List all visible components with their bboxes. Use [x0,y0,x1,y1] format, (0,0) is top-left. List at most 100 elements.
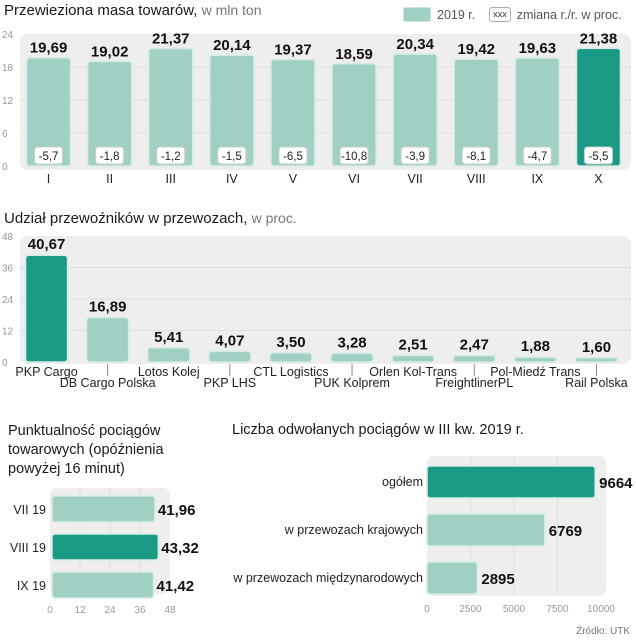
source-note: Źródło: UTK [576,626,630,637]
chart-masa-bar [575,47,622,167]
chart-masa-value-label: 19,63 [519,40,557,57]
chart-udzial-title-unit: w proc. [251,210,297,226]
chart-masa-xtick: II [106,172,113,186]
chart-masa-change-label: -4,7 [527,151,547,163]
chart-masa-value-label: 21,37 [152,30,190,47]
chart-masa-bar [453,58,499,167]
chart-udzial-bar [574,357,619,363]
chart-masa-value-label: 19,37 [274,41,312,58]
chart-udzial-xtick: Lotos Kolej [138,365,200,379]
chart-udzial-bar [330,352,374,363]
chart-punktualnosc-value-label: 41,42 [157,578,195,595]
chart-masa-change-label: -1,8 [100,151,120,163]
chart-masa-change-box [156,146,186,165]
chart-udzial-xtick: PKP Cargo [15,365,77,379]
chart-masa-change-label: -6,5 [283,151,303,163]
chart-udzial-bar [391,354,435,363]
chart-udzial-xtick: PKP LHS [204,376,257,390]
chart-udzial-xtick: FreightlinerPL [435,376,513,390]
chart-udzial-value-label: 5,41 [154,329,183,346]
chart-masa-bar [25,56,72,167]
chart-masa-change-box [339,146,369,165]
chart-punktualnosc-value-label: 43,32 [161,540,199,557]
chart-udzial-bar [147,347,191,363]
chart-punktualnosc-category: VII 19 [13,503,46,517]
chart-masa-change-box [278,146,308,165]
chart-udzial-ytick: 12 [2,327,14,338]
chart-masa-value-label: 18,59 [335,46,373,63]
chart-udzial-xtick: Pol-Miedź Trans [490,365,580,379]
chart-udzial-bar [208,350,252,363]
chart-masa-change-box [522,146,552,165]
chart-odwolane-value-label: 6769 [549,523,582,540]
chart-udzial-xtick: DB Cargo Polska [60,376,156,390]
chart-punktualnosc-xtick: 48 [164,605,176,616]
chart-masa-bar [331,63,377,167]
chart-punktualnosc-bar [51,533,160,561]
chart-masa-xtick: I [47,172,50,186]
chart-punktualnosc-xtick: 36 [134,605,146,616]
chart-udzial-bar [269,352,313,363]
chart-odwolane-bar [426,561,479,595]
chart-udzial-xtick: PUK Kolprem [314,376,390,390]
chart-masa-bar [209,54,255,167]
chart-masa-bar [514,57,561,167]
chart-odwolane-category: w przewozach krajowych [284,523,423,537]
chart-udzial-ytick: 24 [2,295,14,306]
chart-odwolane-value-label: 9664 [599,475,633,492]
chart-masa-value-label: 20,14 [213,37,251,54]
chart-punktualnosc-bar [51,571,155,599]
chart-udzial-xtick: Orlen Kol-Trans [369,365,457,379]
chart-udzial-xtick: CTL Logistics [253,365,328,379]
chart-odwolane-xtick: 2500 [459,604,482,615]
chart-masa-bar [392,53,438,167]
chart-udzial-ytick: 0 [2,358,8,369]
chart-odwolane-title: Liczba odwołanych pociągów w III kw. 201… [232,422,524,438]
chart-udzial-bar [85,316,130,363]
chart-odwolane-xtick: 10000 [587,604,615,615]
chart-punktualnosc-category: IX 19 [17,579,46,593]
chart-masa-change-box [34,146,64,165]
chart-odwolane-category: ogółem [382,475,423,489]
chart-odwolane-bar [426,513,546,547]
chart-udzial-ytick: 48 [2,232,14,243]
chart-udzial-value-label: 4,07 [215,332,244,349]
chart-masa-change-label: -8,1 [466,151,486,163]
chart-masa-xtick: VIII [467,172,486,186]
chart-masa-change-box [217,146,247,165]
chart-udzial-value-label: 2,51 [399,336,428,353]
chart-udzial-value-label: 3,28 [337,334,366,351]
chart-odwolane-bar [426,465,596,499]
chart-masa-change-label: -5,5 [589,151,609,163]
chart-masa-xtick: VII [408,172,423,186]
chart-punktualnosc-xtick: 24 [104,605,116,616]
legend-label-change: zmiana r./r. w proc. [516,7,622,22]
chart-masa-value-label: 19,69 [30,40,68,57]
chart-odwolane-xtick: 5000 [503,604,526,615]
chart-masa-xtick: IV [226,172,238,186]
chart-masa-change-box [400,146,430,165]
chart-udzial-bar [24,254,69,363]
chart-punktualnosc-value-label: 41,96 [158,502,196,519]
chart-udzial-bar [513,356,558,363]
chart-masa-ytick: 6 [2,129,8,140]
chart-udzial-title-text: Udział przewoźników w przewozach, [4,210,248,227]
chart-odwolane-value-label: 2895 [481,571,514,588]
chart-masa-ytick: 24 [2,30,14,41]
chart-odwolane-xtick: 0 [424,604,430,615]
chart-masa-xtick: V [289,172,298,186]
chart-masa-ytick: 12 [2,96,14,107]
chart-udzial-value-label: 40,67 [28,236,66,253]
chart-masa-change-label: -3,9 [405,151,425,163]
chart-punktualnosc-bar [51,495,156,523]
chart-masa-title-unit: w mln ton [201,2,262,18]
chart-udzial-title: Udział przewoźników w przewozach, w proc… [4,210,297,227]
legend-swatch-2019 [403,7,431,22]
chart-masa-xtick: VI [348,172,360,186]
chart-masa-change-box [461,146,491,165]
chart-masa-bar [148,47,194,167]
chart-udzial-ytick: 36 [2,264,14,275]
chart-udzial-value-label: 1,88 [521,338,550,355]
chart-udzial-bar [452,354,496,363]
